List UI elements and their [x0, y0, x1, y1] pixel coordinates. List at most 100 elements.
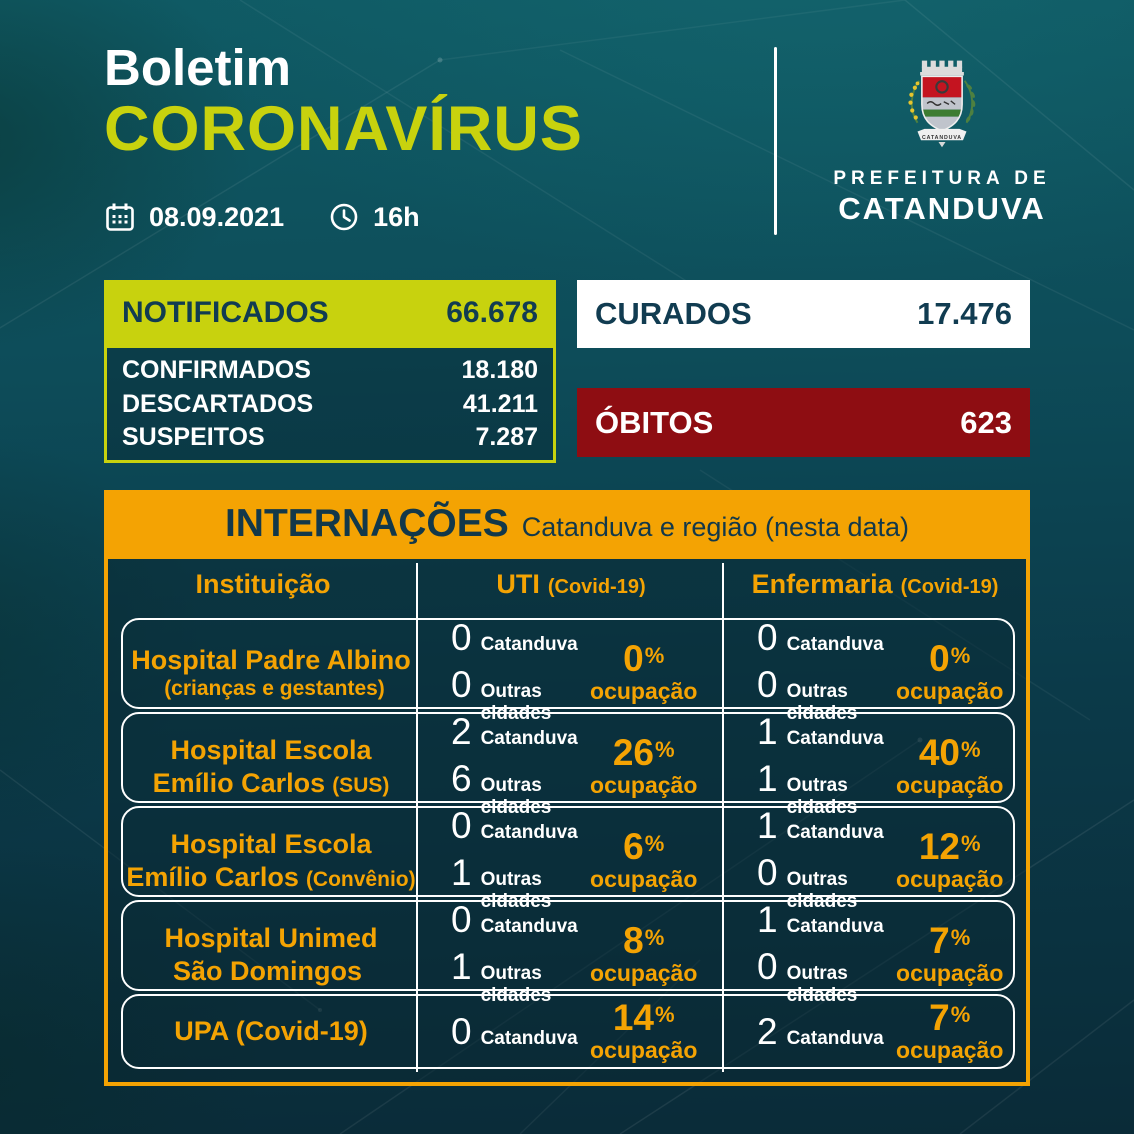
catanduva-label: Catanduva: [480, 634, 578, 655]
uti-entries: 2 Catanduva 6 Outras cidades: [451, 711, 578, 819]
uti-catanduva-entry: 0 Catanduva: [451, 1010, 578, 1052]
hospital-name-line1: Hospital Escola: [170, 735, 372, 766]
header-divider: [774, 47, 777, 235]
obitos-label: ÓBITOS: [595, 404, 714, 440]
suspeitos-label: SUSPEITOS: [122, 422, 265, 451]
hospital-name-line2-small: (crianças e gestantes): [164, 677, 385, 701]
uti-cell: 0 Catanduva 1 Outras cidades 6% ocupação: [419, 805, 725, 913]
hospital-name-line1: Hospital Unimed: [164, 923, 378, 954]
ocupacao-label: ocupação: [590, 678, 698, 704]
hospital-name: Hospital Padre Albino (crianças e gestan…: [123, 620, 419, 725]
enfermaria-outras-entry: 0 Outras cidades: [757, 664, 884, 725]
percent-sign: %: [950, 925, 971, 950]
percent-sign: %: [644, 643, 665, 668]
catanduva-label: Catanduva: [786, 822, 884, 843]
catanduva-label: Catanduva: [480, 1027, 578, 1049]
uti-occupancy-value: 0: [623, 638, 644, 679]
hospital-name-line2-main: São Domingos: [172, 955, 362, 986]
internacoes-header: INTERNAÇÕES Catanduva e região (nesta da…: [104, 490, 1030, 559]
uti-occupancy-value: 26: [612, 732, 655, 773]
enfermaria-cell: 1 Catanduva 0 Outras cidades 7% ocupação: [725, 901, 1032, 1007]
notificados-breakdown-box: CONFIRMADOS 18.180 DESCARTADOS 41.211 SU…: [104, 345, 556, 463]
ocupacao-label: ocupação: [896, 678, 1004, 704]
percent-sign: %: [644, 925, 665, 950]
enfermaria-occupancy-value: 12: [918, 826, 961, 867]
ocupacao-label: ocupação: [590, 866, 698, 892]
city-hall-logo: CATANDUVA PREFEITURA DE CATANDUVA: [818, 58, 1066, 227]
enfermaria-header-sublabel: (Covid-19): [900, 576, 999, 598]
instituicao-header-label: Instituição: [195, 569, 331, 599]
hospital-name-line1: Hospital Padre Albino: [131, 644, 411, 675]
percent-sign: %: [655, 1002, 675, 1027]
percent-sign: %: [655, 737, 675, 762]
suspeitos-value: 7.287: [475, 422, 538, 451]
hospital-name-line2: São Domingos: [173, 955, 369, 987]
uti-catanduva-count: 2: [451, 711, 472, 752]
uti-cell: 0 Catanduva 0 Outras cidades 0% ocupação: [419, 617, 725, 725]
enfermaria-cell: 1 Catanduva 0 Outras cidades 12% ocupaçã…: [725, 807, 1032, 913]
enfermaria-entries: 0 Catanduva 0 Outras cidades: [757, 619, 884, 725]
enfermaria-entries: 1 Catanduva 0 Outras cidades: [757, 901, 884, 1007]
uti-catanduva-count: 0: [451, 899, 472, 940]
breakdown-row-descartados: DESCARTADOS 41.211: [122, 390, 538, 419]
hospital-name: UPA (Covid-19): [123, 996, 419, 1067]
table-column-headers: Instituição UTI (Covid-19) Enfermaria (C…: [108, 569, 1026, 600]
hospital-name: Hospital Unimed São Domingos: [123, 902, 419, 1007]
uti-catanduva-count: 0: [451, 805, 472, 846]
uti-catanduva-count: 0: [451, 617, 472, 658]
internacoes-panel: INTERNAÇÕES Catanduva e região (nesta da…: [104, 490, 1030, 1086]
ocupacao-label: ocupação: [896, 866, 1004, 892]
hospital-name-line1: Hospital Escola: [170, 829, 372, 860]
uti-cell: 0 Catanduva 14% ocupação: [419, 996, 725, 1067]
curados-value: 17.476: [917, 296, 1012, 331]
internacoes-table: Instituição UTI (Covid-19) Enfermaria (C…: [104, 559, 1030, 1086]
uti-header-sublabel: (Covid-19): [547, 576, 646, 598]
enfermaria-catanduva-entry: 1 Catanduva: [757, 807, 884, 844]
enfermaria-catanduva-entry: 1 Catanduva: [757, 713, 884, 750]
bulletin-date: 08.09.2021: [149, 201, 285, 232]
uti-occupancy: 26% ocupação: [578, 734, 710, 799]
enfermaria-occupancy-value: 7: [929, 920, 950, 961]
uti-occupancy-value: 8: [623, 920, 644, 961]
bulletin-title-block: Boletim CORONAVÍRUS: [104, 40, 583, 161]
enfermaria-cell: 1 Catanduva 1 Outras cidades 40% ocupaçã…: [725, 713, 1032, 819]
uti-outras-count: 6: [451, 758, 472, 799]
enfermaria-occupancy-value: 40: [918, 732, 961, 773]
enfermaria-occupancy-value: 7: [929, 997, 950, 1038]
percent-sign: %: [950, 1002, 971, 1027]
uti-catanduva-entry: 2 Catanduva: [451, 711, 578, 752]
ocupacao-label: ocupação: [896, 1037, 1004, 1063]
enfermaria-entries: 1 Catanduva 1 Outras cidades: [757, 713, 884, 819]
hospital-name: Hospital Escola Emílio Carlos (SUS): [123, 714, 419, 819]
uti-outras-count: 1: [451, 946, 472, 987]
uti-occupancy: 6% ocupação: [578, 828, 710, 893]
enfermaria-outras-count: 0: [757, 664, 778, 705]
uti-occupancy: 14% ocupação: [578, 999, 710, 1064]
curados-box: CURADOS 17.476: [577, 280, 1030, 348]
descartados-label: DESCARTADOS: [122, 389, 314, 418]
enfermaria-occupancy: 7% ocupação: [884, 999, 1016, 1064]
uti-entries: 0 Catanduva 1 Outras cidades: [451, 805, 578, 913]
ocupacao-label: ocupação: [590, 772, 698, 798]
city-crest-icon: CATANDUVA: [908, 60, 976, 148]
hospital-name-line2-main: Emílio Carlos: [152, 767, 326, 798]
bulletin-title-main: CORONAVÍRUS: [104, 94, 583, 165]
enfermaria-occupancy: 0% ocupação: [884, 640, 1016, 705]
catanduva-label: Catanduva: [786, 634, 884, 655]
uti-header-label: UTI: [496, 569, 540, 599]
notificados-box: NOTIFICADOS 66.678: [104, 280, 556, 345]
enfermaria-occupancy: 7% ocupação: [884, 922, 1016, 987]
date-time-row: 08.09.2021 16h: [104, 201, 420, 233]
obitos-box: ÓBITOS 623: [577, 388, 1030, 457]
enfermaria-occupancy: 12% ocupação: [884, 828, 1016, 893]
enfermaria-outras-count: 0: [757, 946, 778, 987]
uti-catanduva-count: 0: [451, 1010, 472, 1052]
outras-cidades-label: Outras cidades: [786, 681, 858, 724]
hospital-name-line2-small: (SUS): [332, 773, 390, 797]
breakdown-row-suspeitos: SUSPEITOS 7.287: [122, 423, 538, 452]
enfermaria-catanduva-count: 2: [757, 1010, 778, 1052]
hospital-name: Hospital Escola Emílio Carlos (Convênio): [123, 808, 419, 913]
enfermaria-outras-entry: 0 Outras cidades: [757, 854, 884, 913]
enfermaria-outras-count: 1: [757, 758, 778, 799]
descartados-value: 41.211: [462, 389, 538, 418]
